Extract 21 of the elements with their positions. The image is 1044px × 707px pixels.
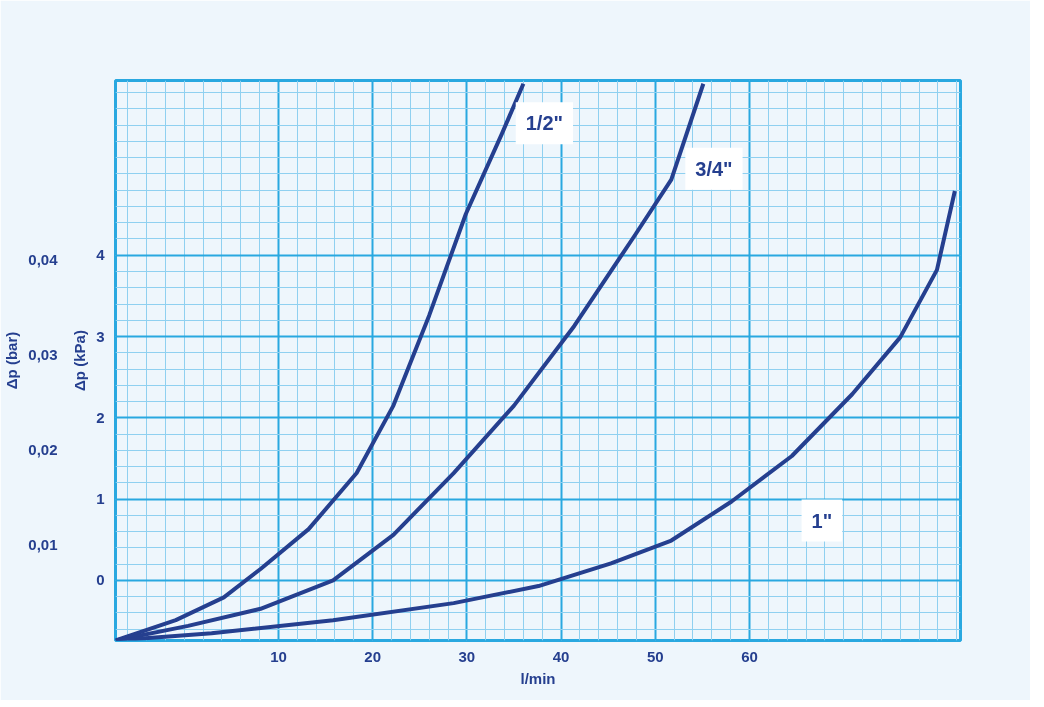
y-tick-label: 4 [96,246,106,264]
y2-tick-label: 0,02 [28,441,58,459]
x-tick-label: 20 [364,647,382,665]
x-tick-label: 10 [270,647,287,665]
y-axis-title: Δp (kPa) [71,330,89,391]
y-tick-label: 2 [96,408,105,426]
series-label: 3/4" [695,157,733,180]
y-tick-label: 1 [96,490,105,508]
y2-tick-label: 0,04 [28,250,59,268]
y2-axis-title: Δp (bar) [3,331,21,390]
x-axis-title: l/min [520,669,556,687]
y2-tick-label: 0,03 [28,345,58,363]
x-tick-label: 30 [458,647,476,665]
x-tick-label: 50 [646,647,664,665]
x-tick-label: 60 [741,647,758,665]
text: 1" [811,509,833,532]
y-tick-label: 3 [96,327,105,345]
y-tick-label: 0 [96,571,105,589]
series-label: 1/2" [525,112,564,135]
y2-tick-label: 0,01 [28,536,58,554]
x-tick-label: 40 [552,647,570,665]
